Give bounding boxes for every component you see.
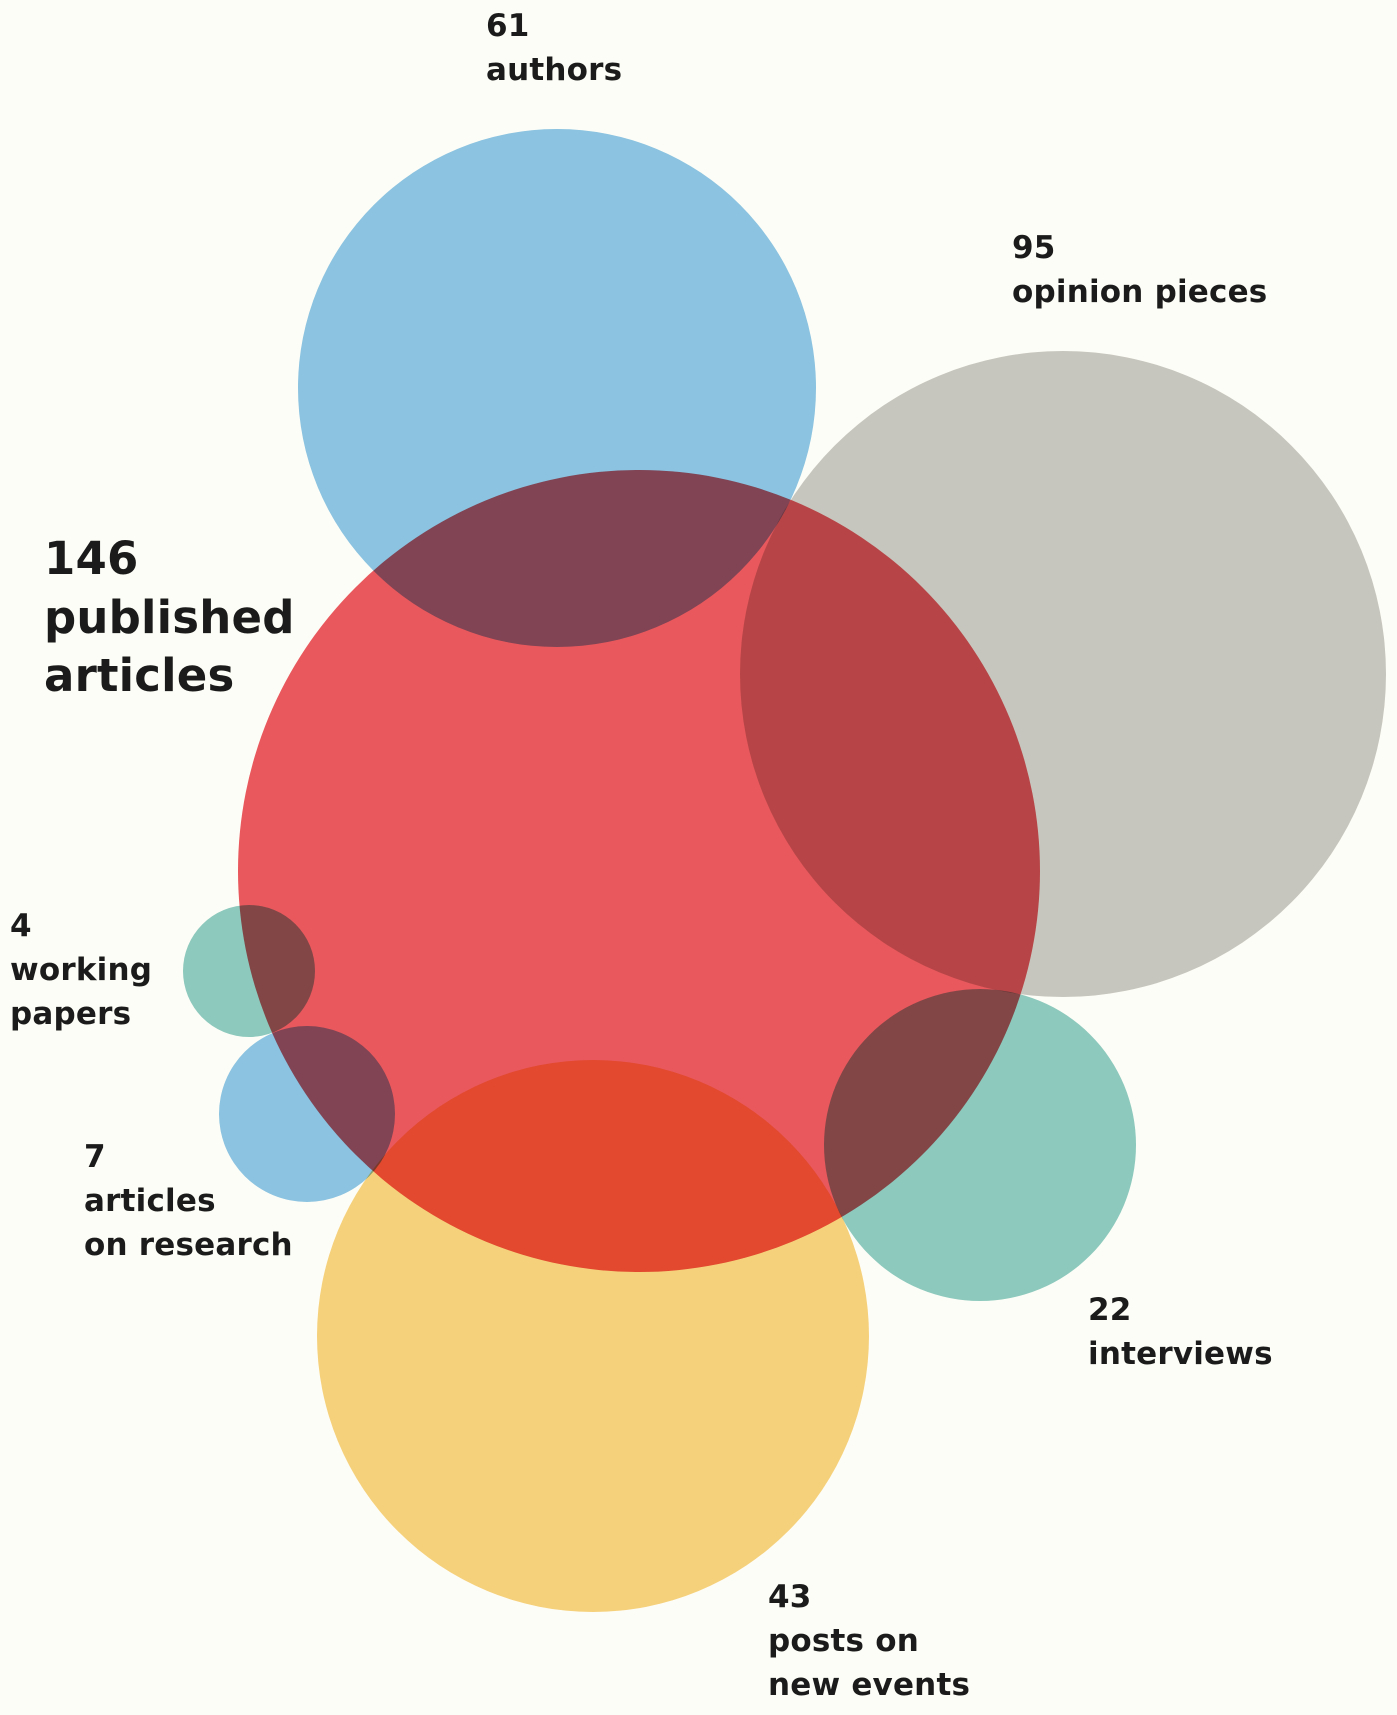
label-articles-on-research: 7 articles on research (84, 1135, 293, 1267)
working-text-line1: working (10, 952, 153, 989)
working-count: 4 (10, 908, 32, 944)
label-posts-on-new-events: 43 posts on new events (768, 1575, 970, 1707)
opinion-count: 95 (1012, 230, 1056, 266)
published-text-line2: articles (44, 649, 235, 702)
research-text-line2: on research (84, 1227, 293, 1264)
authors-count: 61 (486, 8, 530, 44)
label-published-articles: 146 published articles (44, 530, 295, 706)
bubble-articles-on-research (219, 1026, 395, 1202)
interviews-count: 22 (1088, 1292, 1132, 1328)
working-text-line2: papers (10, 996, 132, 1033)
bubble-interviews (824, 989, 1136, 1301)
label-working-papers: 4 working papers (10, 904, 152, 1036)
interviews-text: interviews (1088, 1336, 1273, 1373)
research-text-line1: articles (84, 1183, 216, 1220)
research-count: 7 (84, 1139, 106, 1175)
label-authors: 61 authors (486, 4, 622, 92)
label-interviews: 22 interviews (1088, 1288, 1273, 1376)
label-opinion-pieces: 95 opinion pieces (1012, 226, 1267, 314)
bubble-opinion-pieces (740, 351, 1386, 997)
events-text-line2: new events (768, 1667, 971, 1704)
published-count: 146 (44, 532, 139, 585)
authors-text: authors (486, 52, 623, 89)
events-count: 43 (768, 1579, 812, 1615)
events-text-line1: posts on (768, 1623, 919, 1660)
published-text-line1: published (44, 590, 295, 644)
opinion-text: opinion pieces (1012, 274, 1268, 311)
bubble-working-papers (183, 905, 315, 1037)
bubble-authors (298, 129, 816, 647)
bubble-posts-on-new-events (317, 1060, 869, 1612)
